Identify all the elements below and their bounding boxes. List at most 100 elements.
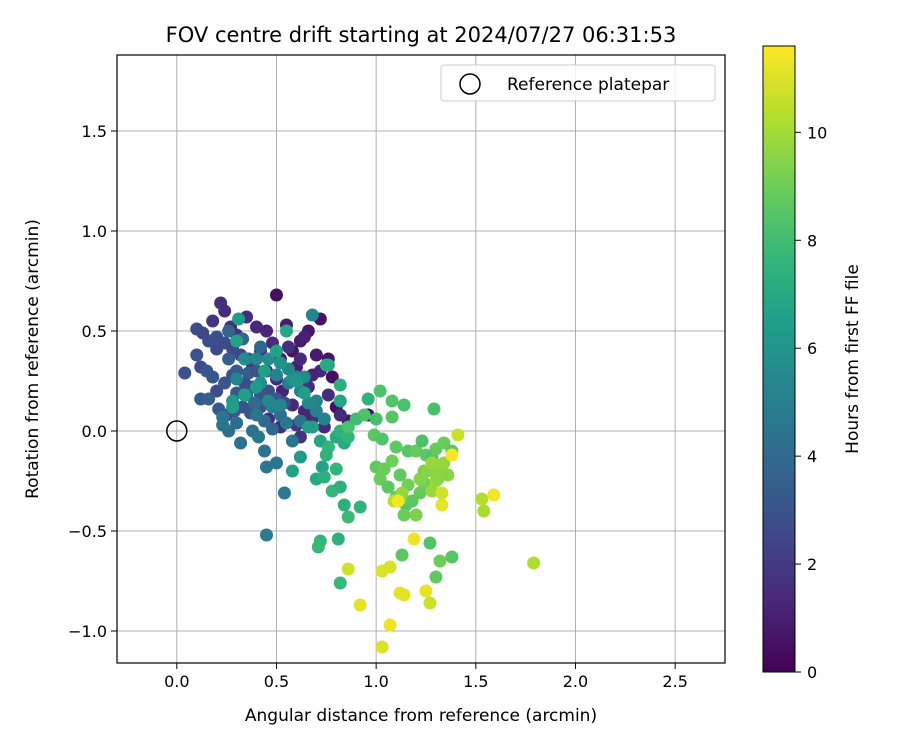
data-point <box>425 484 439 498</box>
data-point <box>260 324 274 338</box>
data-point <box>445 448 459 462</box>
data-point <box>309 348 323 362</box>
data-point <box>226 400 240 414</box>
data-point <box>315 460 329 474</box>
data-point <box>230 334 244 348</box>
data-point <box>415 434 429 448</box>
data-point <box>391 494 405 508</box>
data-point <box>178 366 192 380</box>
data-point <box>297 330 311 344</box>
data-point <box>383 560 397 574</box>
data-point <box>258 364 272 378</box>
data-point <box>325 370 339 384</box>
data-point <box>222 352 236 366</box>
data-point <box>248 396 262 410</box>
data-point <box>397 398 411 412</box>
data-point <box>369 412 383 426</box>
data-point <box>238 352 252 366</box>
data-point <box>385 410 399 424</box>
data-point <box>265 422 279 436</box>
x-tick-label: 2.5 <box>662 672 687 691</box>
data-point <box>527 556 541 570</box>
data-point <box>250 380 264 394</box>
data-point <box>206 314 220 328</box>
data-point <box>341 420 355 434</box>
data-point <box>273 398 287 412</box>
data-point <box>377 462 391 476</box>
legend: Reference platepar <box>440 64 716 102</box>
plot-frame <box>116 54 726 664</box>
x-axis-label: Angular distance from reference (arcmin) <box>245 706 597 726</box>
data-points <box>178 288 541 654</box>
data-point <box>269 288 283 302</box>
data-point <box>262 394 276 408</box>
y-tick-label: 1.5 <box>82 122 107 141</box>
data-point <box>262 352 276 366</box>
data-point <box>397 588 411 602</box>
data-point <box>321 388 335 402</box>
data-point <box>311 540 325 554</box>
data-point <box>279 416 293 430</box>
data-point <box>419 584 433 598</box>
data-point <box>409 444 423 458</box>
colorbar-tick-label: 4 <box>807 447 817 466</box>
data-point <box>222 324 236 338</box>
data-point <box>487 488 501 502</box>
data-point <box>258 444 272 458</box>
data-point <box>353 598 367 612</box>
data-point <box>407 532 421 546</box>
data-point <box>319 358 333 372</box>
data-point <box>216 410 230 424</box>
data-point <box>333 480 347 494</box>
data-point <box>269 344 283 358</box>
data-point <box>317 470 331 484</box>
data-point <box>250 408 264 422</box>
data-point <box>317 412 331 426</box>
data-point <box>427 402 441 416</box>
data-point <box>375 640 389 654</box>
data-point <box>385 454 399 468</box>
data-point <box>331 532 345 546</box>
x-tick-label: 0.0 <box>164 672 189 691</box>
data-point <box>437 436 451 450</box>
data-point <box>230 416 244 430</box>
data-point <box>397 508 411 522</box>
chart-title: FOV centre drift starting at 2024/07/27 … <box>166 23 677 47</box>
y-tick-label: 0.0 <box>82 422 107 441</box>
legend-marker-icon <box>459 73 481 95</box>
data-point <box>260 528 274 542</box>
data-point <box>353 500 367 514</box>
data-point <box>393 468 407 482</box>
data-point <box>293 352 307 366</box>
data-point <box>301 396 315 410</box>
colorbar <box>762 45 796 673</box>
y-axis-label: Rotation from reference (arcmin) <box>23 219 43 499</box>
data-point <box>285 464 299 478</box>
data-point <box>341 562 355 576</box>
colorbar-tick-label: 10 <box>807 123 827 142</box>
data-point <box>218 304 232 318</box>
data-point <box>232 312 246 326</box>
colorbar-tick-label: 2 <box>807 555 817 574</box>
data-point <box>333 378 347 392</box>
data-point <box>301 420 315 434</box>
data-point <box>409 508 423 522</box>
data-point <box>206 370 220 384</box>
data-point <box>333 576 347 590</box>
data-point <box>429 570 443 584</box>
data-point <box>423 536 437 550</box>
data-point <box>405 494 419 508</box>
x-tick-label: 1.5 <box>463 672 488 691</box>
colorbar-tick-label: 0 <box>807 663 817 682</box>
data-point <box>337 498 351 512</box>
colorbar-tick-label: 8 <box>807 231 817 250</box>
data-point <box>250 320 264 334</box>
colorbar-tick-label: 6 <box>807 339 817 358</box>
data-point <box>321 440 335 454</box>
data-point <box>389 440 403 454</box>
colorbar-ticks: 0 2 4 6 8 10 <box>795 123 827 682</box>
data-point <box>202 392 216 406</box>
data-point <box>441 468 455 482</box>
data-point <box>260 460 274 474</box>
